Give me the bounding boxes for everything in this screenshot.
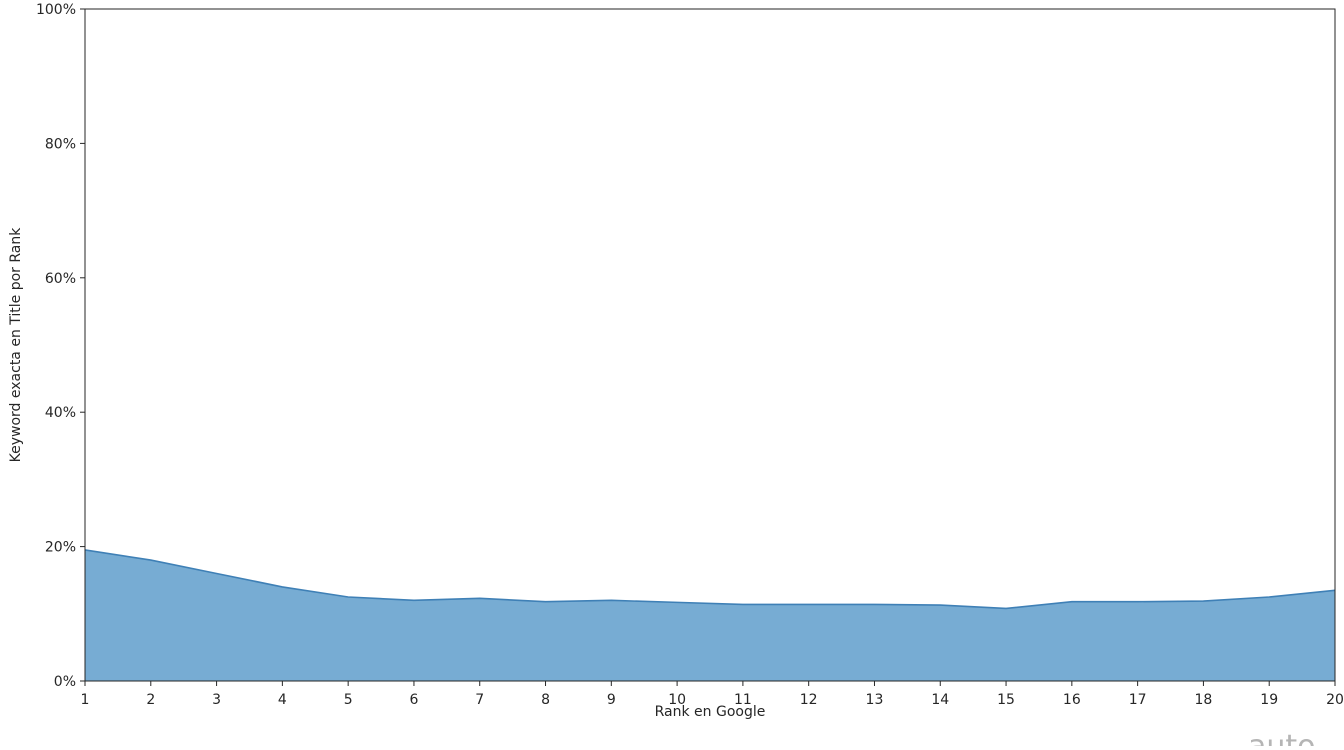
- x-tick-label: 17: [1129, 692, 1147, 708]
- x-tick-label: 14: [931, 692, 949, 708]
- y-tick-label: 0%: [54, 674, 76, 690]
- watermark-logo: auto: [1248, 729, 1316, 746]
- x-tick-label: 3: [212, 692, 221, 708]
- y-axis-ticks: 0% 20% 40% 60% 80% 100%: [36, 2, 85, 690]
- x-tick-label: 20: [1326, 692, 1344, 708]
- plot-frame: [85, 9, 1335, 681]
- x-tick-label: 18: [1195, 692, 1213, 708]
- y-tick-label: 80%: [45, 136, 76, 152]
- x-tick-label: 8: [541, 692, 550, 708]
- x-tick-label: 12: [800, 692, 818, 708]
- x-tick-label: 4: [278, 692, 287, 708]
- x-tick-label: 6: [409, 692, 418, 708]
- x-tick-label: 1: [81, 692, 90, 708]
- x-tick-label: 5: [344, 692, 353, 708]
- y-tick-label: 60%: [45, 271, 76, 287]
- x-axis-label: Rank en Google: [655, 704, 766, 720]
- y-tick-label: 20%: [45, 540, 76, 556]
- x-tick-label: 15: [997, 692, 1015, 708]
- x-tick-label: 2: [146, 692, 155, 708]
- x-tick-label: 7: [475, 692, 484, 708]
- area-fill: [85, 550, 1335, 681]
- y-tick-label: 100%: [36, 2, 76, 18]
- x-tick-label: 19: [1260, 692, 1278, 708]
- y-axis-label: Keyword exacta en Title por Rank: [8, 227, 24, 463]
- y-tick-label: 40%: [45, 405, 76, 421]
- x-tick-label: 9: [607, 692, 616, 708]
- x-tick-label: 16: [1063, 692, 1081, 708]
- plot-layer: [85, 9, 1335, 681]
- x-tick-label: 13: [866, 692, 884, 708]
